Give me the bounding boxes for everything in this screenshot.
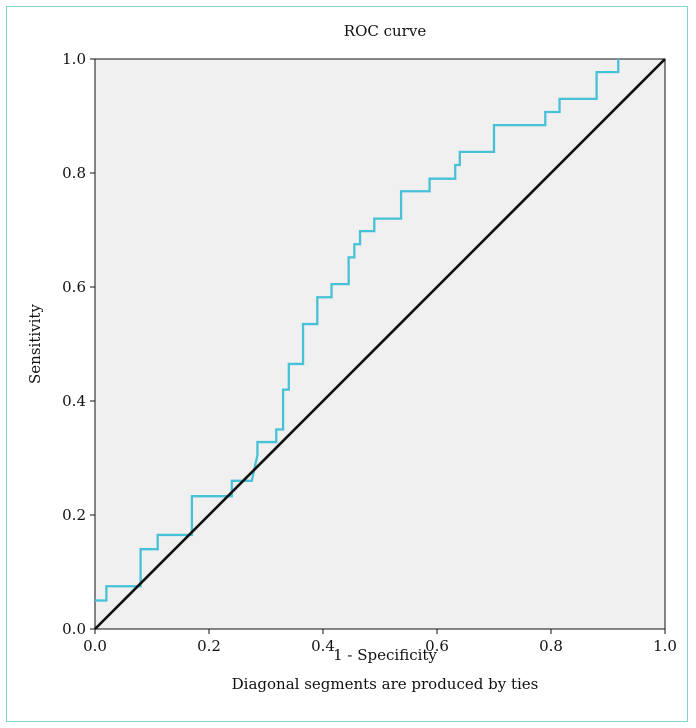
y-axis-label: Sensitivity [26, 304, 44, 384]
y-tick-label: 0.4 [62, 392, 86, 410]
y-tick-label: 0.0 [62, 620, 86, 638]
chart-title: ROC curve [344, 22, 427, 40]
x-tick-label: 0.2 [197, 637, 221, 655]
x-tick-label: 0.4 [311, 637, 335, 655]
y-tick-label: 1.0 [62, 50, 86, 68]
y-tick-label: 0.6 [62, 278, 86, 296]
x-tick-label: 0.6 [425, 637, 449, 655]
chart-footnote: Diagonal segments are produced by ties [232, 675, 539, 693]
x-tick-label: 1.0 [653, 637, 677, 655]
reference-diagonal-line [94, 58, 666, 630]
x-axis-label: 1 - Specificity [333, 646, 437, 664]
y-tick-label: 0.8 [62, 164, 86, 182]
roc-curve-line [95, 59, 620, 602]
x-tick-label: 0.8 [539, 637, 563, 655]
x-tick-label: 0.0 [83, 637, 107, 655]
y-tick-label: 0.2 [62, 506, 86, 524]
